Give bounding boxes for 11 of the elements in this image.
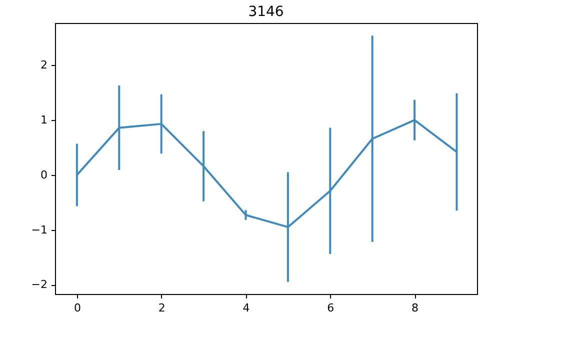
x-tick-label: 8 — [412, 302, 419, 314]
chart-title: 3146 — [248, 4, 284, 20]
y-tick-label: −2 — [31, 278, 48, 292]
y-tick-label: −1 — [31, 223, 48, 236]
x-tick-label: 6 — [327, 302, 334, 314]
y-tick-label: 0 — [40, 168, 48, 182]
x-tick-label: 0 — [74, 302, 81, 314]
y-tick-label: 1 — [40, 114, 48, 127]
x-tick-label: 2 — [158, 302, 166, 314]
x-tick-label: 4 — [242, 302, 250, 314]
y-tick-label: 2 — [40, 58, 48, 72]
